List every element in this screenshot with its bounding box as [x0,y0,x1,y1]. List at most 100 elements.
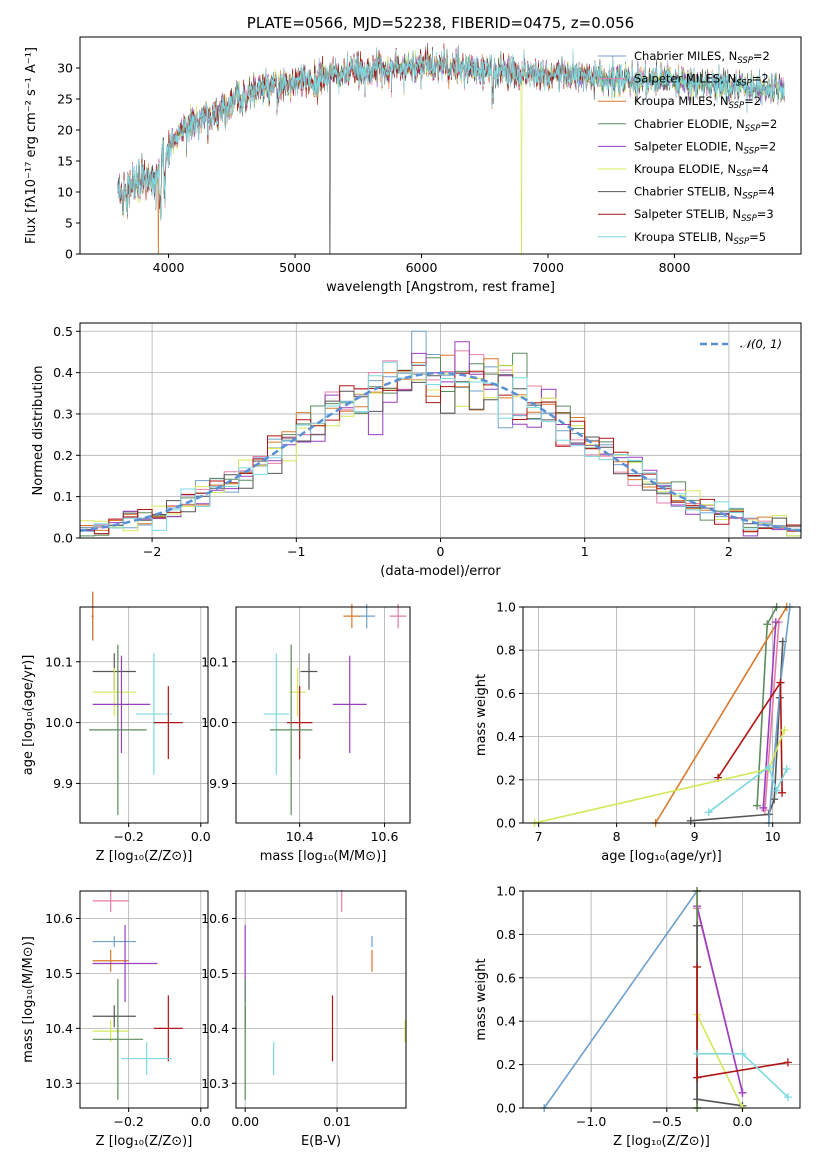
x-tick-label: −0.2 [113,829,143,844]
histogram-8 [79,361,801,538]
y-tick-label: 10.4 [45,1021,73,1036]
x-axis-label: Z [log₁₀(Z/Z⊙)] [96,1134,193,1149]
axes-frame [235,890,407,1109]
y-tick-label: 1.0 [496,600,516,615]
y-tick-label: 0.2 [53,448,73,463]
axes-frame [522,606,801,824]
legend-label: Chabrier ELODIE, NSSP=2 [634,117,777,134]
legend-label: Salpeter ELODIE, NSSP=2 [634,139,776,156]
x-axis-label: mass [log₁₀(M/M⊙)] [260,849,387,864]
grid [523,890,800,1109]
error-bar-point-3 [300,653,318,690]
legend-subscript: SSP [736,169,752,179]
y-tick-label: 30 [57,61,73,76]
grid [80,607,208,823]
plus-marker [693,1073,702,1082]
x-tick-label: 10.4 [286,829,314,844]
plus-marker [776,678,785,687]
y-tick-label: 0.2 [496,1057,516,1072]
x-tick-label: −0.5 [652,1114,682,1129]
mass-weight-line-3 [764,622,780,811]
x-tick-label: 7000 [532,260,564,275]
panel-3: −0.2 0.0 9.9 10.0 10.1 Z [log₁₀(Z/Z⊙)] age [lo… [21,591,211,864]
y-axis-label: Normed distribution [31,366,46,496]
plus-marker [782,765,791,773]
axes-frame [235,606,411,824]
y-tick-label: 0.4 [53,365,73,380]
y-tick-label: 10 [57,185,73,200]
plus-marker [693,1049,702,1058]
mass-weight-line-6 [696,1014,744,1109]
plus-marker [772,786,781,795]
plot-area [79,330,802,538]
x-tick-label: 0.0 [733,1114,753,1129]
x-axis-label: (data-model)/error [380,564,501,579]
y-tick-label: 20 [57,123,73,138]
error-bar-point-3 [92,925,158,1002]
legend-subscript: SSP [742,192,758,202]
legend-label: Kroupa MILES, NSSP=2 [634,94,761,111]
x-tick-label: −2 [143,544,161,559]
grid [236,607,410,823]
plus-marker [738,1049,747,1058]
x-tick-label: 0.01 [323,1114,351,1129]
plus-marker [753,801,762,810]
x-tick-label: 10 [765,829,781,844]
error-bar-point-5 [92,655,151,754]
legend-text: Salpeter MILES, N [634,72,736,86]
y-tick-label: 0.4 [496,1014,516,1029]
x-tick-label: −0.2 [113,1114,143,1129]
x-axis-label: Z [log₁₀(Z/Z⊙)] [613,1134,710,1149]
x-axis-label: wavelength [Angstrom, rest frame] [326,280,555,295]
error-bar-point-6 [92,1020,129,1043]
x-tick-label: 8000 [659,260,691,275]
plus-marker [778,788,787,797]
y-tick-label: 0.0 [496,1101,516,1116]
panel-7: 0.00 0.01 10.3 10.4 10.5 10.6 E(B-V) [201,889,407,1149]
panel-6: −0.2 0.0 10.3 10.4 10.5 10.6 Z [log₁₀(Z/Z⊙)] ma… [21,889,211,1149]
plus-marker [704,808,713,817]
y-axis-label: age [log₁₀(age/yr)] [21,655,36,776]
legend-text: Chabrier ELODIE, N [634,117,745,131]
legend-label: 𝒩(0, 1) [740,337,782,351]
x-tick-label: 0 [437,544,445,559]
y-tick-label: 10.1 [45,654,73,669]
y-tick-label: 10.0 [45,715,73,730]
x-tick-label: 4000 [153,260,185,275]
plus-marker [771,618,780,627]
x-tick-label: 6000 [406,260,438,275]
x-axis-label: Z [log₁₀(Z/Z⊙)] [96,849,193,864]
x-tick-label: 10.6 [371,829,399,844]
legend-suffix: =2 [759,139,776,153]
legend-suffix: =2 [753,49,770,63]
y-tick-label: 15 [57,154,73,169]
plus-marker [693,921,702,930]
y-axis-label: mass weight [474,674,489,756]
legend-suffix: =2 [760,117,777,131]
plus-marker [783,1093,792,1102]
x-axis-label: E(B-V) [301,1134,341,1149]
y-tick-label: 25 [57,92,73,107]
panel-5: 7 8 9 10 0.0 0.2 0.4 0.6 0.8 1.0 age [log₁₀(age/yr… [474,600,801,864]
y-tick-label: 0.8 [496,927,516,942]
y-tick-label: 5 [65,216,73,231]
legend-text: Kroupa STELIB, N [634,230,734,244]
y-tick-label: 10.3 [45,1076,73,1091]
error-bar-point-1 [92,936,136,948]
y-tick-label: 0.0 [53,531,73,546]
normal-reference-curve [79,371,802,533]
plot-area [117,42,785,255]
legend-suffix: =2 [752,72,769,86]
axes-frame [79,890,209,1109]
legend-suffix: =3 [757,207,774,221]
plus-marker [693,1095,702,1104]
y-axis-label: Flux [fλ10⁻¹⁷ erg cm⁻² s⁻¹ A⁻¹] [24,47,39,244]
x-tick-label: 5000 [279,260,311,275]
legend-suffix: =4 [752,162,769,176]
legend-subscript: SSP [744,146,760,156]
plus-marker [738,1088,747,1097]
mass-weight-line-7 [534,729,786,824]
legend-subscript: SSP [745,124,761,134]
plus-marker [783,1058,792,1067]
